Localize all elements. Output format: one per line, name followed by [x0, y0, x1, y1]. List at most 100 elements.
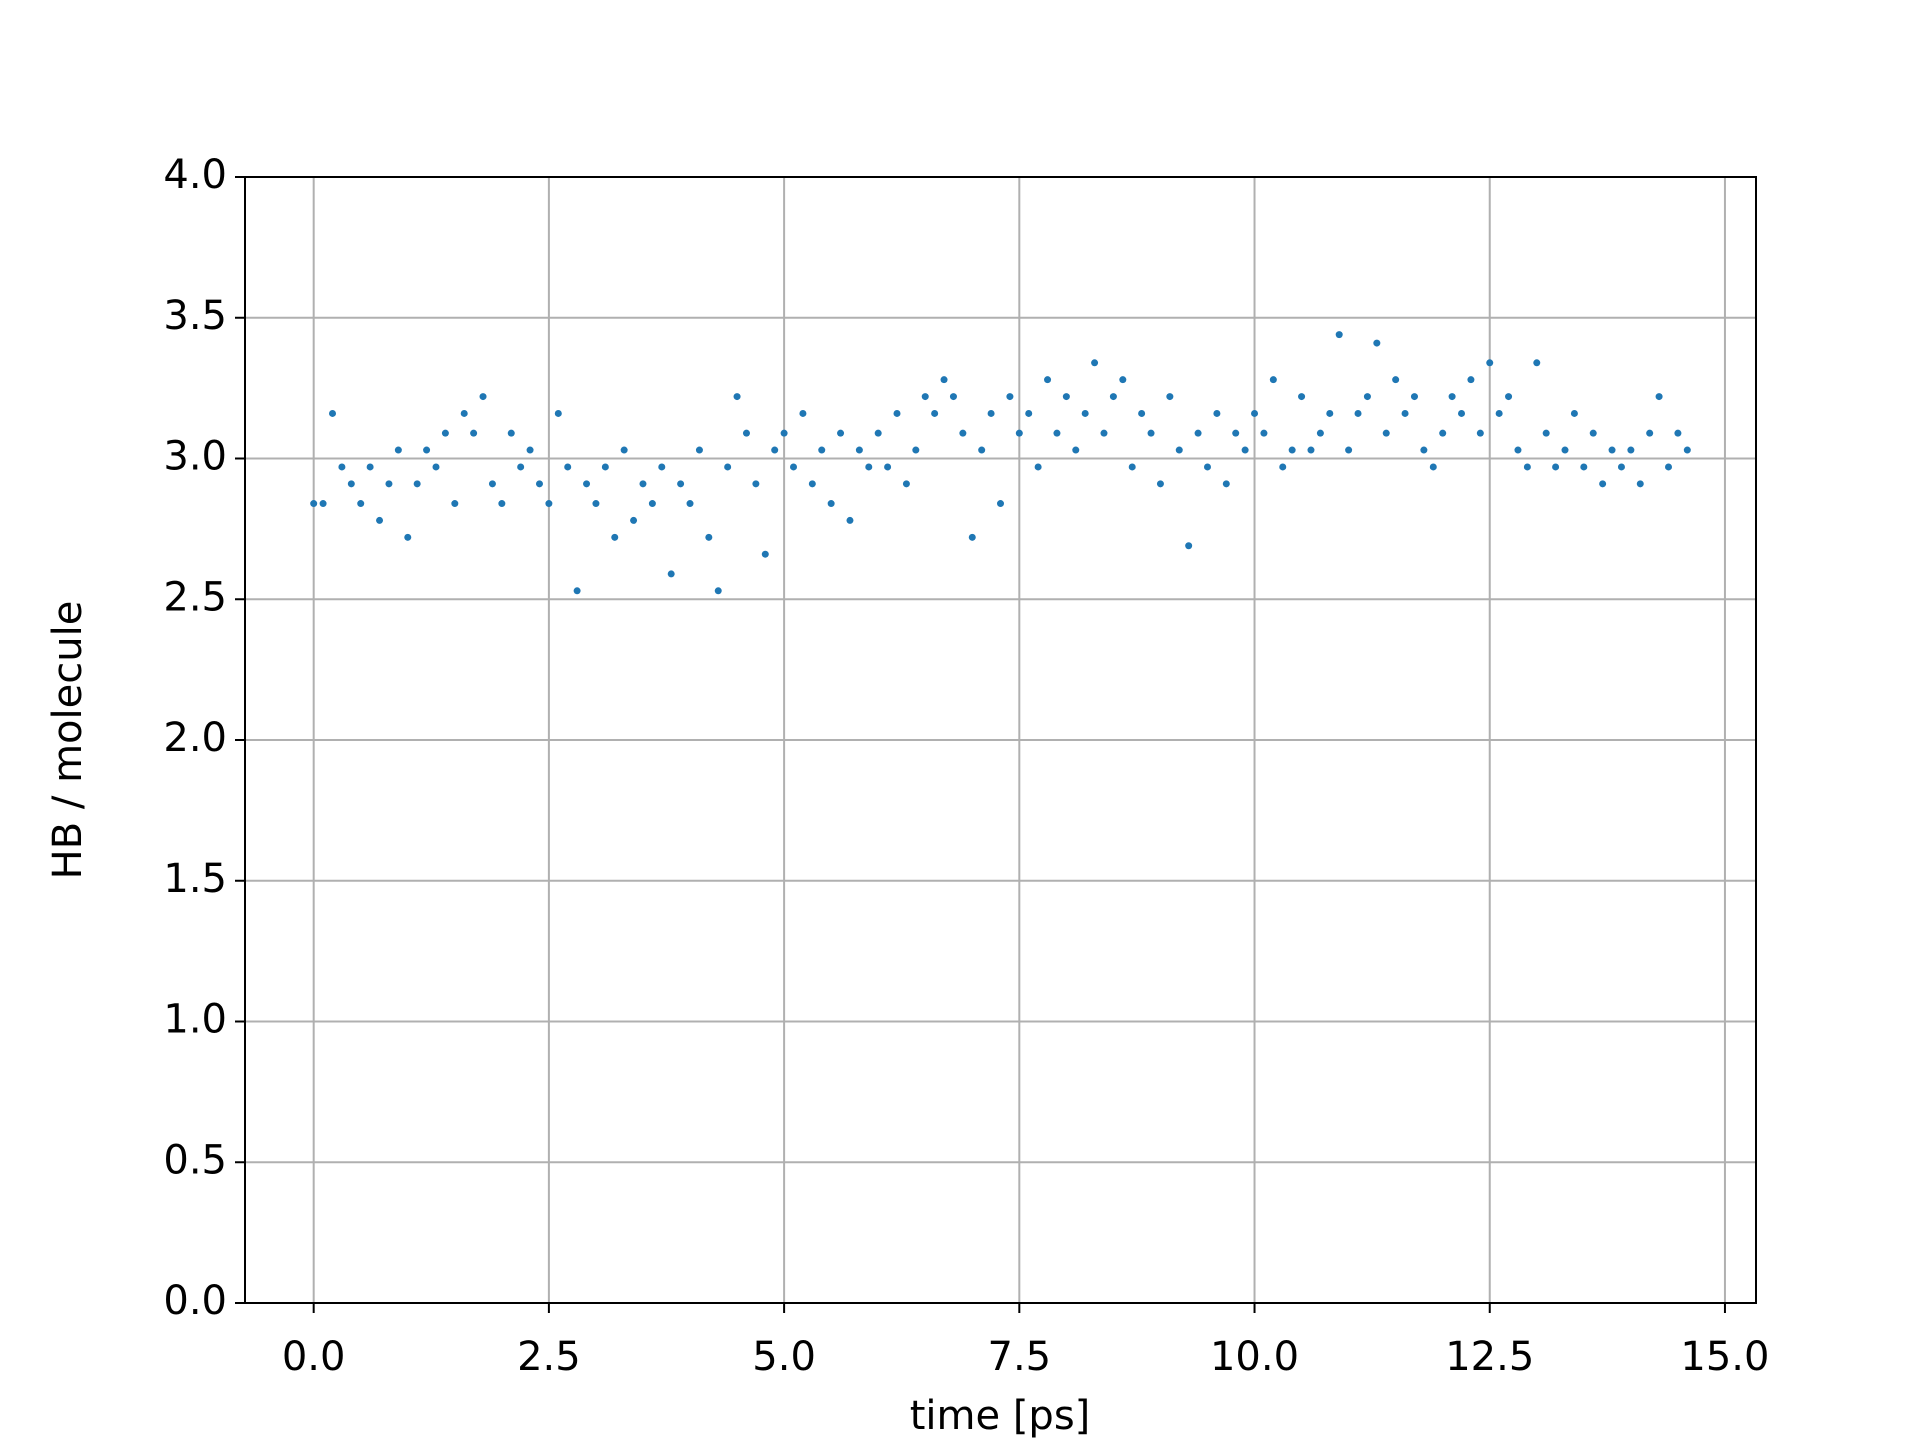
point [1552, 463, 1560, 471]
point [1156, 480, 1164, 488]
point [1392, 376, 1400, 384]
point [470, 429, 478, 437]
y-tick-label: 1.0 [163, 997, 227, 1043]
point [1542, 429, 1550, 437]
point [1109, 393, 1117, 401]
point [1241, 446, 1249, 454]
point [1213, 409, 1221, 417]
point [535, 480, 543, 488]
plot-frame [244, 176, 1757, 1304]
point [931, 409, 939, 417]
point [902, 480, 910, 488]
point [771, 446, 779, 454]
point [338, 463, 346, 471]
point [1420, 446, 1428, 454]
point [583, 480, 591, 488]
point [846, 516, 854, 524]
point [1599, 480, 1607, 488]
point [1062, 393, 1070, 401]
point [385, 480, 393, 488]
point [376, 516, 384, 524]
point [959, 429, 967, 437]
point [310, 500, 318, 508]
point [451, 500, 459, 508]
point [1617, 463, 1625, 471]
point [1147, 429, 1155, 437]
point [1307, 446, 1315, 454]
point [1185, 542, 1193, 550]
point [639, 480, 647, 488]
point [921, 393, 929, 401]
point [818, 446, 826, 454]
point [1025, 409, 1033, 417]
x-tick-label: 10.0 [1210, 1334, 1299, 1380]
point [855, 446, 863, 454]
point [404, 533, 412, 541]
point [1495, 409, 1503, 417]
point [752, 480, 760, 488]
x-tick-label: 12.5 [1445, 1334, 1534, 1380]
point [742, 429, 750, 437]
point [564, 463, 572, 471]
point [780, 429, 788, 437]
point [517, 463, 525, 471]
point [997, 500, 1004, 508]
point [1081, 409, 1089, 417]
point [1636, 480, 1644, 488]
point [1006, 393, 1014, 401]
y-tick-label: 2.0 [163, 715, 227, 761]
point [526, 446, 534, 454]
point [884, 463, 892, 471]
y-tick-label: 0.0 [163, 1278, 227, 1324]
point [1138, 409, 1146, 417]
point [658, 463, 666, 471]
point [554, 409, 562, 417]
point [394, 446, 402, 454]
point [1203, 463, 1211, 471]
point [1232, 429, 1240, 437]
point [733, 393, 741, 401]
point [1458, 409, 1466, 417]
point [1175, 446, 1183, 454]
point [1476, 429, 1484, 437]
point [1665, 463, 1673, 471]
point [1570, 409, 1578, 417]
point [1439, 429, 1447, 437]
point [507, 429, 515, 437]
point [1382, 429, 1390, 437]
point [1627, 446, 1635, 454]
point [968, 533, 976, 541]
point [949, 393, 957, 401]
point [987, 409, 995, 417]
point [648, 500, 656, 508]
point [912, 446, 920, 454]
point [630, 516, 638, 524]
point [1655, 393, 1663, 401]
point [1015, 429, 1023, 437]
point [1034, 463, 1042, 471]
point [413, 480, 421, 488]
y-axis-label: HB / molecule [45, 601, 91, 880]
point [667, 570, 675, 578]
y-tick-label: 4.0 [163, 152, 227, 198]
point [1194, 429, 1202, 437]
point [1298, 393, 1306, 401]
y-tick-label: 3.5 [163, 293, 227, 339]
point [1354, 409, 1362, 417]
point [1646, 429, 1654, 437]
point [686, 500, 694, 508]
point [611, 533, 619, 541]
point [695, 446, 703, 454]
point [347, 480, 355, 488]
point [1166, 393, 1174, 401]
point [1279, 463, 1287, 471]
point [319, 500, 327, 508]
point [714, 587, 722, 595]
point [940, 376, 948, 384]
point [441, 429, 449, 437]
point [1561, 446, 1569, 454]
point [620, 446, 628, 454]
point [1251, 409, 1259, 417]
